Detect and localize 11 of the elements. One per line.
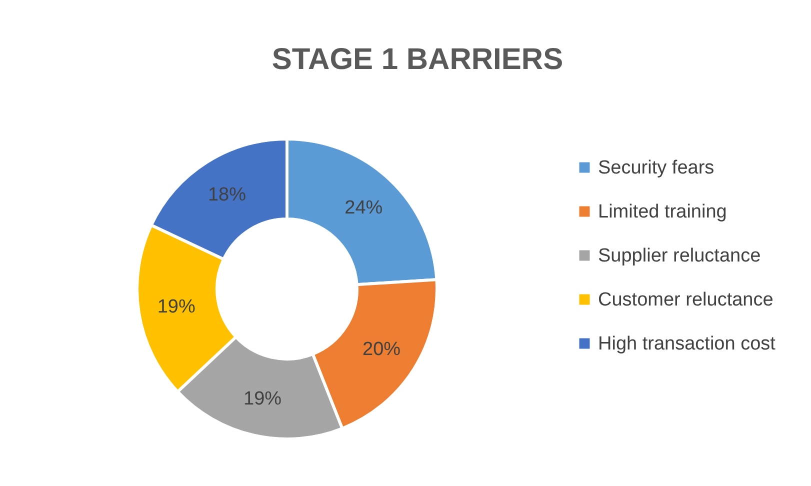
data-label: 19%	[244, 388, 282, 410]
data-label: 24%	[344, 197, 383, 218]
data-label: 20%	[362, 339, 401, 360]
data-label: 19%	[157, 296, 196, 318]
legend-label: Customer reluctance	[598, 290, 774, 310]
legend-label: Security fears	[598, 158, 714, 178]
legend-label: High transaction cost	[598, 334, 776, 354]
chart-title: STAGE 1 BARRIERS	[272, 43, 564, 76]
legend-label: Supplier reluctance	[598, 246, 761, 266]
data-label: 18%	[208, 184, 246, 206]
legend-label: Limited training	[598, 202, 727, 222]
